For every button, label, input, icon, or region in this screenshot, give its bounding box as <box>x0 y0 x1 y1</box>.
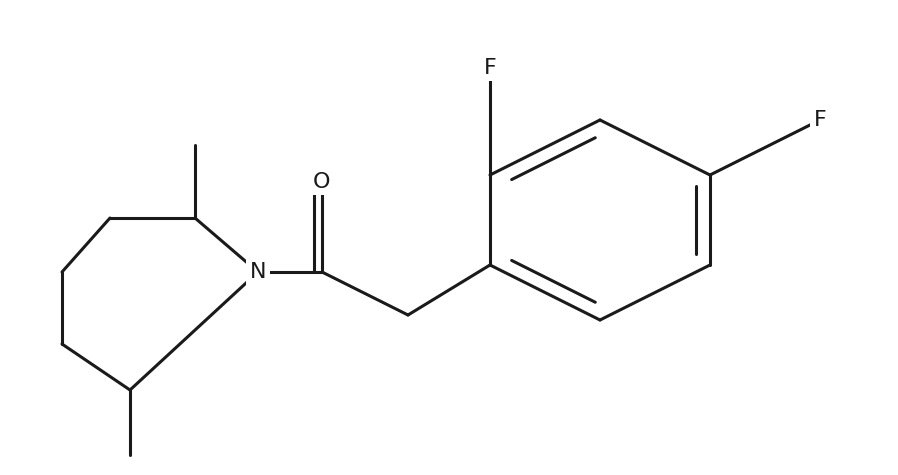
Text: N: N <box>250 262 266 282</box>
Text: F: F <box>814 110 826 130</box>
Text: O: O <box>313 172 330 192</box>
Text: F: F <box>484 58 497 78</box>
